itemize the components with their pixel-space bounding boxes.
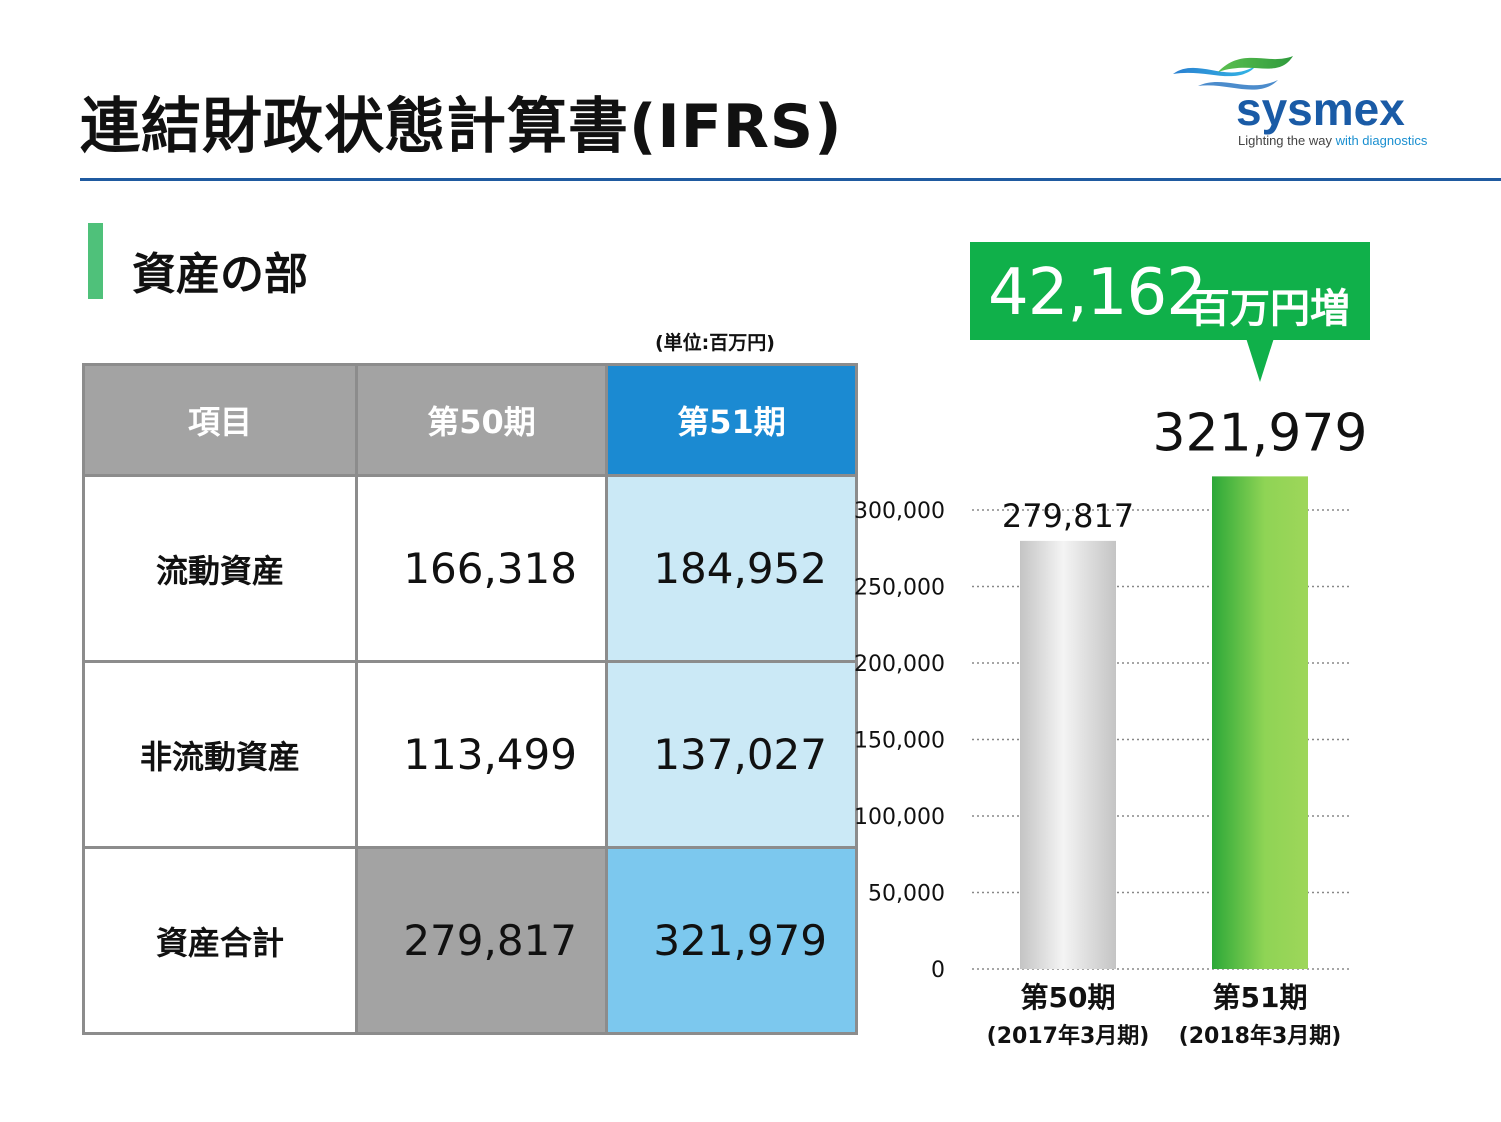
bar-value-label: 279,817 bbox=[1002, 497, 1134, 535]
y-tick-label: 150,000 bbox=[854, 729, 945, 754]
y-tick-label: 100,000 bbox=[854, 805, 945, 830]
callout-value: 42,162 bbox=[988, 256, 1207, 330]
chart-bars bbox=[1020, 476, 1308, 969]
y-tick-label: 250,000 bbox=[854, 576, 945, 601]
row-label: 流動資産 bbox=[82, 474, 358, 663]
sysmex-logo: sysmex Lighting the way with diagnostics bbox=[1168, 46, 1458, 156]
logo-tagline-accent: with diagnostics bbox=[1335, 133, 1428, 148]
assets-table: 項目 第50期 第51期 流動資産 166,318 184,952 非流動資産 … bbox=[82, 363, 858, 1035]
header-period-51: 第51期 bbox=[605, 363, 858, 477]
cell-p50: 113,499 bbox=[355, 660, 608, 849]
table-row-total: 資産合計 279,817 321,979 bbox=[82, 846, 858, 1035]
y-tick-label: 300,000 bbox=[854, 499, 945, 524]
x-category-label: 第51期 bbox=[1213, 981, 1308, 1014]
cell-p51: 137,027 bbox=[605, 660, 858, 849]
row-label: 非流動資産 bbox=[82, 660, 358, 849]
unit-label: (単位:百万円) bbox=[655, 332, 775, 354]
cell-p51: 184,952 bbox=[605, 474, 858, 663]
callout-pointer bbox=[1246, 338, 1274, 382]
page-title: 連結財政状態計算書(IFRS) bbox=[80, 92, 843, 162]
bar-value-label: 321,979 bbox=[1152, 403, 1367, 463]
logo-wordmark: sysmex bbox=[1236, 83, 1405, 135]
header-period-50: 第50期 bbox=[355, 363, 608, 477]
table-row: 流動資産 166,318 184,952 bbox=[82, 474, 858, 663]
table-row: 非流動資産 113,499 137,027 bbox=[82, 660, 858, 849]
chart-x-axis: 第50期 (2017年3月期) 第51期 (2018年3月期) bbox=[987, 981, 1342, 1049]
section-marker bbox=[88, 223, 103, 299]
logo-wave-icon bbox=[1173, 56, 1293, 90]
logo-tagline: Lighting the way with diagnostics bbox=[1238, 133, 1427, 148]
header-rule bbox=[80, 178, 1501, 181]
chart-value-labels: 279,817 321,979 bbox=[1002, 403, 1368, 535]
x-subcategory-label: (2017年3月期) bbox=[987, 1023, 1150, 1049]
cell-p50: 279,817 bbox=[355, 846, 608, 1035]
header-item: 項目 bbox=[82, 363, 358, 477]
table-header-row: 項目 第50期 第51期 bbox=[82, 363, 858, 477]
y-tick-label: 50,000 bbox=[868, 882, 945, 907]
row-label: 資産合計 bbox=[82, 846, 358, 1035]
x-category-label: 第50期 bbox=[1021, 981, 1116, 1014]
logo-tagline-main: Lighting the way bbox=[1238, 133, 1332, 148]
bar bbox=[1020, 540, 1116, 969]
y-tick-label: 200,000 bbox=[854, 652, 945, 677]
bar bbox=[1212, 476, 1308, 969]
increase-callout: 42,162 百万円増 bbox=[970, 242, 1370, 340]
callout-unit: 百万円増 bbox=[1190, 286, 1350, 332]
x-subcategory-label: (2018年3月期) bbox=[1179, 1023, 1342, 1049]
y-tick-label: 0 bbox=[931, 958, 945, 983]
chart-y-axis: 0 50,000 100,000 150,000 200,000 250,000 300,0… bbox=[854, 499, 945, 983]
cell-p50: 166,318 bbox=[355, 474, 608, 663]
assets-bar-chart: 0 50,000 100,000 150,000 200,000 250,000 300,0… bbox=[854, 403, 1368, 1049]
cell-p51: 321,979 bbox=[605, 846, 858, 1035]
section-title: 資産の部 bbox=[132, 249, 308, 300]
